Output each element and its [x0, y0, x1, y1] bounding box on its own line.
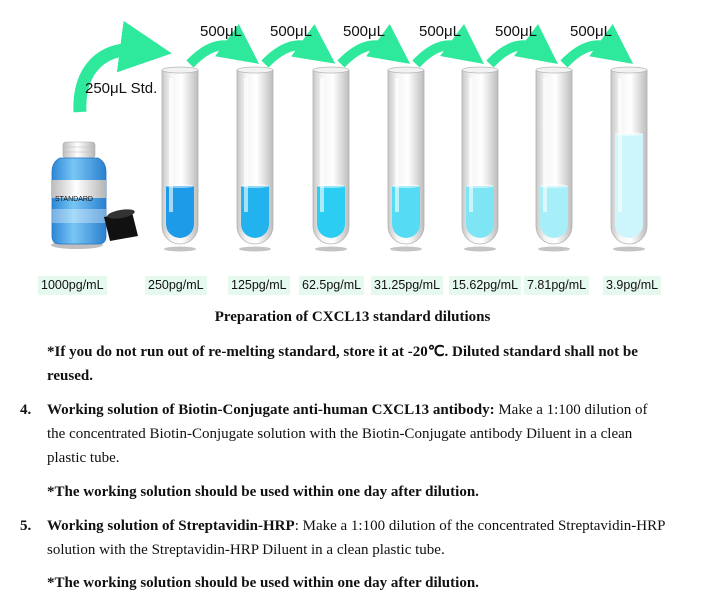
std-arrow	[73, 20, 172, 113]
bottle-label: STANDARD	[55, 196, 93, 203]
transfer-volume: 500μL	[200, 23, 243, 40]
item-body: : Make a 1:100 dilution of the concentra…	[47, 518, 665, 558]
transfer-volume: 500μL	[270, 23, 313, 40]
transfer-arrow	[412, 24, 485, 68]
item-title: Working solution of Streptavidin-HRP	[47, 518, 295, 534]
concentration-label: 1000pg/mL	[38, 276, 107, 295]
standard-transfer-volume: 250μL Std.	[85, 80, 158, 97]
item-biotin-working-solution: Working solution of Biotin-Conjugate ant…	[47, 398, 667, 470]
concentration-label: 3.9pg/mL	[603, 276, 662, 295]
test-tube	[161, 66, 199, 252]
item-number: 4.	[20, 402, 32, 418]
standard-bottle	[51, 141, 138, 249]
test-tube	[461, 66, 499, 252]
test-tube	[535, 66, 573, 252]
transfer-arrow	[560, 24, 634, 68]
concentration-label: 7.81pg/mL	[524, 276, 590, 295]
transfer-volume: 500μL	[419, 23, 462, 40]
item-note: *The working solution should be used wit…	[47, 484, 479, 500]
transfer-arrow	[486, 24, 559, 68]
test-tube	[236, 66, 274, 252]
test-tube	[610, 66, 648, 252]
concentration-label: 125pg/mL	[228, 276, 290, 295]
figure-caption: Preparation of CXCL13 standard dilutions	[214, 309, 491, 325]
transfer-arrows	[186, 24, 634, 68]
item-title: Working solution of Biotin-Conjugate ant…	[47, 402, 495, 418]
transfer-volume: 500μL	[343, 23, 386, 40]
dilution-figure: 500μL 500μL 500μL 500μL 500μL 500μL 250μ…	[0, 0, 705, 300]
item-streptavidin-working-solution: Working solution of Streptavidin-HRP: Ma…	[47, 514, 667, 562]
transfer-volume: 500μL	[495, 23, 538, 40]
tubes	[161, 66, 648, 252]
test-tube	[387, 66, 425, 252]
transfer-volume: 500μL	[570, 23, 613, 40]
concentration-label: 31.25pg/mL	[371, 276, 444, 295]
transfer-arrow	[186, 24, 260, 68]
item-note: *The working solution should be used wit…	[47, 575, 479, 591]
concentration-label: 62.5pg/mL	[299, 276, 365, 295]
concentration-label: 250pg/mL	[145, 276, 207, 295]
transfer-arrow	[337, 24, 411, 68]
dilution-diagram	[51, 20, 648, 252]
transfer-arrow	[261, 24, 336, 68]
item-body: Make a 1:100 dilution of the concentrate…	[47, 402, 648, 466]
concentration-label: 15.62pg/mL	[449, 276, 522, 295]
test-tube	[312, 66, 350, 252]
storage-note: *If you do not run out of re-melting sta…	[47, 344, 638, 384]
item-number: 5.	[20, 518, 32, 534]
